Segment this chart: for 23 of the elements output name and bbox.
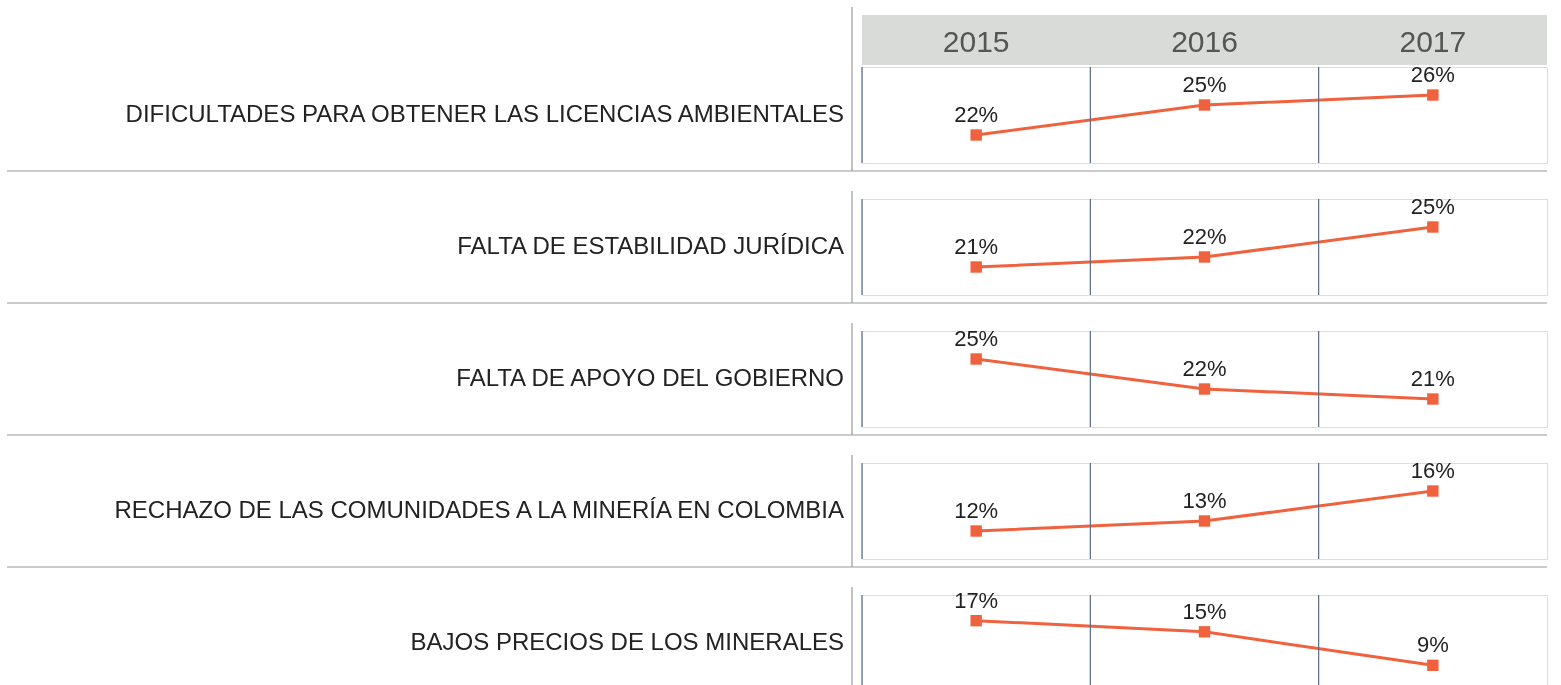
text: RECHAZO DE LAS COMUNIDADES A LA MINERÍA EN COLOMBIA [114,496,844,523]
data-label: 22% [1182,356,1227,381]
text: FALTA DE APOYO DEL GOBIERNO [456,364,844,391]
data-label: 17% [954,587,999,613]
data-label: 22% [954,102,999,127]
data-label: 21% [1410,366,1455,391]
data-label: 21% [954,234,999,259]
data-label: 22% [1182,224,1227,249]
x-tick-label: 2017 [1399,24,1467,58]
text: DIFICULTADES PARA OBTENER LAS LICENCIAS AMBIENTALES [125,100,844,127]
data-label: 9% [1416,632,1449,658]
data-label: 25% [1182,72,1227,97]
data-label: 15% [1182,598,1227,624]
x-tick-label: 2016 [1171,24,1238,58]
x-tick-label: 2015 [942,24,1010,58]
data-label: 25% [1410,194,1455,219]
data-label: 16% [1410,458,1455,483]
data-label: 13% [1182,488,1227,513]
data-label: 26% [1410,62,1455,87]
data-label: 25% [954,326,999,351]
text: BAJOS PRECIOS DE LOS MINERALES [410,628,844,655]
text: FALTA DE ESTABILIDAD JURÍDICA [457,232,844,259]
data-label: 12% [954,498,999,523]
